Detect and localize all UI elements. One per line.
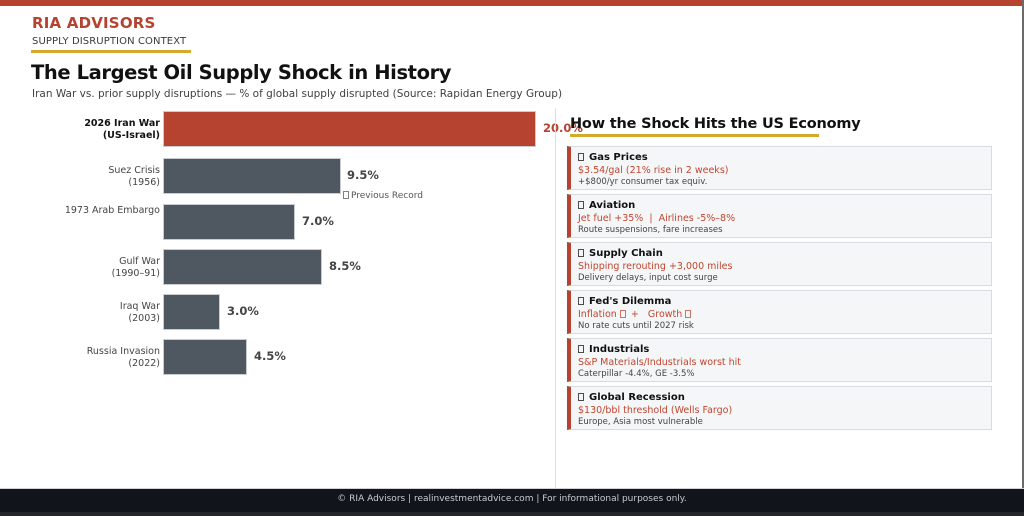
airplane-icon bbox=[578, 201, 584, 209]
bar-arab-embargo[interactable] bbox=[163, 204, 295, 240]
value-label: 9.5% bbox=[347, 168, 379, 182]
card-highlight: Inflation + Growth bbox=[578, 309, 991, 321]
category-label-line1: 2026 Iran War bbox=[84, 118, 160, 129]
card-highlight: S&P Materials/Industrials worst hit bbox=[578, 357, 742, 368]
section-underline bbox=[31, 50, 191, 53]
inflation-text: Inflation bbox=[578, 309, 617, 320]
value-label: 20.0% bbox=[543, 121, 583, 135]
arrow-up-icon bbox=[619, 310, 626, 318]
impact-card-aviation: Aviation Jet fuel +35% | Airlines -5%–8%… bbox=[567, 194, 992, 238]
category-label-line2: (US-Israel) bbox=[102, 130, 160, 141]
footer-text: © RIA Advisors | realinvestmentadvice.co… bbox=[337, 494, 687, 504]
supply-shock-bar-chart: 2026 Iran War (US-Israel) 20.0% Suez Cri… bbox=[0, 108, 583, 378]
card-title: Industrials bbox=[589, 344, 650, 355]
bar-iraq-war[interactable] bbox=[163, 294, 220, 330]
chart-row-russia-invasion: Russia Invasion (2022) 4.5% bbox=[0, 339, 555, 377]
category-label-line1: Iraq War bbox=[119, 301, 160, 312]
plus-separator: + bbox=[627, 309, 642, 320]
page-title: The Largest Oil Supply Shock in History bbox=[31, 61, 452, 84]
category-label-line1: 1973 Arab Embargo bbox=[64, 205, 160, 216]
card-highlight: $3.54/gal (21% rise in 2 weeks) bbox=[578, 165, 729, 176]
category-label: Gulf War (1990–91) bbox=[0, 249, 160, 287]
bar-russia-invasion[interactable] bbox=[163, 339, 247, 375]
category-label: 2026 Iran War (US-Israel) bbox=[0, 111, 160, 149]
card-title: Supply Chain bbox=[589, 248, 663, 259]
chart-row-arab-embargo: 1973 Arab Embargo 7.0% bbox=[0, 204, 555, 242]
card-title: Fed's Dilemma bbox=[589, 296, 672, 307]
impact-card-fed-dilemma: Fed's Dilemma Inflation + Growth No rate… bbox=[567, 290, 992, 334]
card-detail: Route suspensions, fare increases bbox=[578, 225, 723, 235]
chart-row-suez-crisis: Suez Crisis (1956) 9.5% Previous Record bbox=[0, 158, 555, 201]
card-highlight: Shipping rerouting +3,000 miles bbox=[578, 261, 733, 272]
card-highlight: $130/bbl threshold (Wells Fargo) bbox=[578, 405, 733, 416]
card-detail: Delivery delays, input cost surge bbox=[578, 273, 718, 283]
category-label-line2: (2003) bbox=[128, 313, 160, 324]
record-icon bbox=[343, 191, 349, 199]
category-label: Russia Invasion (2022) bbox=[0, 339, 160, 377]
bank-icon bbox=[578, 297, 584, 305]
section-label: SUPPLY DISRUPTION CONTEXT bbox=[32, 36, 187, 47]
category-label: Suez Crisis (1956) bbox=[0, 158, 160, 196]
chart-row-iraq-war: Iraq War (2003) 3.0% bbox=[0, 294, 555, 332]
impact-card-list: Gas Prices $3.54/gal (21% rise in 2 week… bbox=[567, 146, 992, 434]
value-label: 4.5% bbox=[254, 349, 286, 363]
globe-icon bbox=[578, 393, 584, 401]
impact-card-supply-chain: Supply Chain Shipping rerouting +3,000 m… bbox=[567, 242, 992, 286]
impact-card-gas-prices: Gas Prices $3.54/gal (21% rise in 2 week… bbox=[567, 146, 992, 190]
impact-card-global-recession: Global Recession $130/bbl threshold (Wel… bbox=[567, 386, 992, 430]
category-label-line1: Suez Crisis bbox=[108, 165, 160, 176]
fuel-pump-icon bbox=[578, 153, 584, 161]
category-label-line1: Russia Invasion bbox=[86, 346, 160, 357]
category-label-line2: (2022) bbox=[128, 358, 160, 369]
category-label: Iraq War (2003) bbox=[0, 294, 160, 332]
value-label: 3.0% bbox=[227, 304, 259, 318]
annotation-text: Previous Record bbox=[351, 191, 423, 201]
card-detail: +$800/yr consumer tax equiv. bbox=[578, 177, 708, 187]
impact-card-industrials: Industrials S&P Materials/Industrials wo… bbox=[567, 338, 992, 382]
value-label: 8.5% bbox=[329, 259, 361, 273]
card-detail: No rate cuts until 2027 risk bbox=[578, 321, 694, 331]
bar-gulf-war[interactable] bbox=[163, 249, 322, 285]
brand-name: RIA ADVISORS bbox=[32, 14, 156, 32]
panel-title-underline bbox=[570, 134, 819, 137]
arrow-down-icon bbox=[685, 310, 692, 318]
card-detail: Caterpillar -4.4%, GE -3.5% bbox=[578, 369, 695, 379]
factory-icon bbox=[578, 345, 584, 353]
page-subtitle: Iran War vs. prior supply disruptions — … bbox=[32, 88, 563, 100]
category-label-line2: (1956) bbox=[128, 177, 160, 188]
top-accent-band bbox=[0, 0, 1024, 6]
card-title: Global Recession bbox=[589, 392, 685, 403]
growth-text: Growth bbox=[647, 309, 683, 320]
chart-row-iran-war: 2026 Iran War (US-Israel) 20.0% bbox=[0, 111, 583, 149]
bar-suez-crisis[interactable] bbox=[163, 158, 341, 194]
card-highlight: Jet fuel +35% | Airlines -5%–8% bbox=[578, 213, 736, 224]
panel-divider bbox=[555, 108, 556, 488]
category-label-line2: (1990–91) bbox=[111, 268, 160, 279]
value-label: 7.0% bbox=[302, 214, 334, 228]
footer: © RIA Advisors | realinvestmentadvice.co… bbox=[0, 488, 1024, 516]
card-title: Gas Prices bbox=[589, 152, 648, 163]
card-detail: Europe, Asia most vulnerable bbox=[578, 417, 703, 427]
ship-icon bbox=[578, 249, 584, 257]
bar-iran-war[interactable] bbox=[163, 111, 536, 147]
panel-title: How the Shock Hits the US Economy bbox=[570, 116, 861, 132]
card-title: Aviation bbox=[589, 200, 636, 211]
footer-bottom-strip bbox=[0, 512, 1024, 516]
chart-row-gulf-war: Gulf War (1990–91) 8.5% bbox=[0, 249, 555, 287]
right-edge-border bbox=[1022, 0, 1024, 516]
category-label-line1: Gulf War bbox=[119, 256, 160, 267]
category-label: 1973 Arab Embargo bbox=[0, 204, 160, 242]
previous-record-annotation: Previous Record bbox=[343, 191, 423, 201]
